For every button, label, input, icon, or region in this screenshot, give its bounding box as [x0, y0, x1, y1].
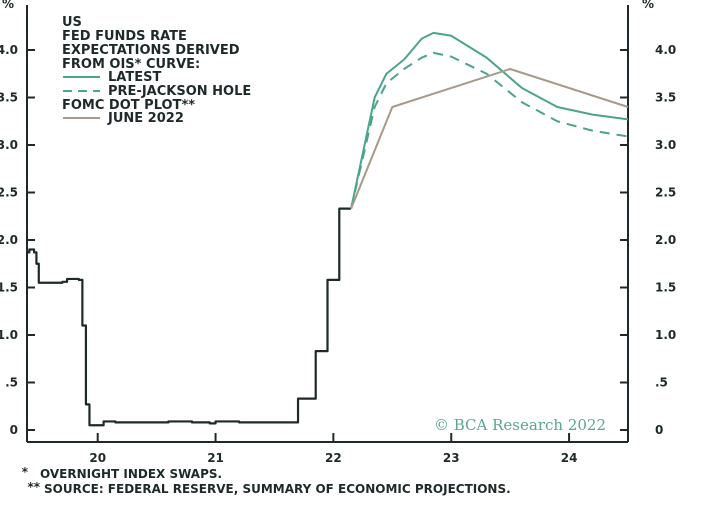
legend-label-pre-jackson: PRE-JACKSON HOLE — [108, 84, 251, 99]
left-y-tick-label: 4.0 — [0, 43, 18, 57]
left-y-tick-label: 3.5 — [0, 91, 18, 105]
legend-label-dot-plot: JUNE 2022 — [107, 111, 184, 126]
left-y-tick-label: 2.0 — [0, 233, 18, 247]
legend-label-latest: LATEST — [108, 70, 161, 85]
footnote-mark-1: * — [22, 465, 29, 479]
left-y-tick-label: 0 — [10, 423, 18, 437]
chart-title-line-1: US — [62, 15, 82, 30]
watermark: © BCA Research 2022 — [434, 416, 606, 434]
x-tick-label: 22 — [325, 451, 342, 465]
right-y-tick-label: 2.5 — [655, 186, 676, 200]
left-y-tick-label: 1.5 — [0, 281, 18, 295]
chart-title-line-4: FROM OIS* CURVE: — [62, 57, 200, 72]
right-y-tick-label: .5 — [655, 376, 668, 390]
chart-title-line-2: FED FUNDS RATE — [62, 29, 187, 44]
chart-title-line-3: EXPECTATIONS DERIVED — [62, 43, 240, 58]
right-y-tick-label: 2.0 — [655, 233, 676, 247]
footnote-1: OVERNIGHT INDEX SWAPS. — [40, 467, 222, 481]
right-unit-label: % — [642, 0, 654, 11]
series-line-latest — [350, 31, 629, 209]
footnote-2: SOURCE: FEDERAL RESERVE, SUMMARY OF ECON… — [44, 482, 511, 496]
left-y-tick-label: 3.0 — [0, 138, 18, 152]
right-y-tick-label: 0 — [655, 423, 663, 437]
left-y-tick-label: 1.0 — [0, 328, 18, 342]
right-y-tick-label: 1.0 — [655, 328, 676, 342]
series-line-june-2022 — [350, 68, 629, 210]
series-line-pre-jackson-hole — [350, 51, 629, 209]
x-tick-label: 24 — [561, 451, 578, 465]
right-y-tick-label: 4.0 — [655, 43, 676, 57]
series-line-history — [27, 207, 352, 427]
x-tick-label: 20 — [89, 451, 106, 465]
right-y-tick-label: 3.0 — [655, 138, 676, 152]
right-y-tick-label: 1.5 — [655, 281, 676, 295]
legend: US FED FUNDS RATE EXPECTATIONS DERIVED F… — [62, 15, 251, 126]
legend-dot-plot-header: FOMC DOT PLOT** — [62, 98, 195, 113]
right-y-tick-label: 3.5 — [655, 91, 676, 105]
x-tick-label: 21 — [207, 451, 224, 465]
footnote-mark-2: ** — [27, 480, 40, 494]
left-y-tick-label: .5 — [5, 376, 18, 390]
left-unit-label: % — [2, 0, 14, 11]
left-y-tick-label: 2.5 — [0, 186, 18, 200]
x-tick-label: 23 — [443, 451, 460, 465]
